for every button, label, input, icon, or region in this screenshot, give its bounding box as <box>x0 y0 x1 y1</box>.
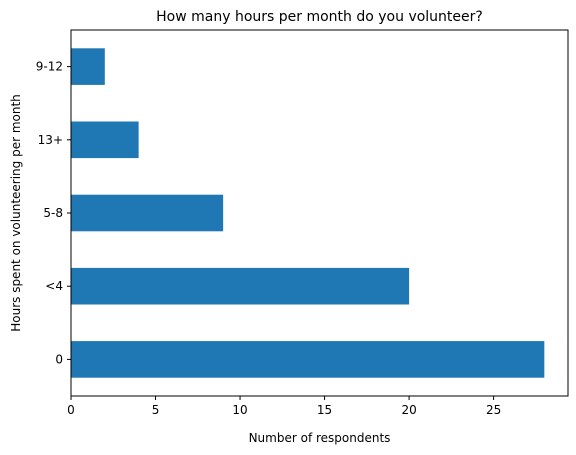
x-axis-ticks: 0 5 10 15 20 25 <box>67 396 501 417</box>
bar-<4 <box>71 267 410 305</box>
x-tick-label: 10 <box>232 403 247 417</box>
x-tick-label: 0 <box>67 403 75 417</box>
y-tick-label: 0 <box>55 352 63 366</box>
axes-frame <box>70 29 569 397</box>
bar-0 <box>71 341 545 378</box>
bar-5-8 <box>71 194 224 232</box>
y-tick-label: <4 <box>45 279 63 293</box>
y-tick-label: 5-8 <box>43 206 63 220</box>
bar-13+ <box>71 121 139 159</box>
chart-title: How many hours per month do you voluntee… <box>156 9 483 25</box>
y-tick-label: 13+ <box>38 133 63 147</box>
x-tick-label: 25 <box>486 403 501 417</box>
y-axis-ticks: 0 <4 5-8 13+ 9-12 <box>36 60 71 366</box>
x-axis-label: Number of respondents <box>249 431 391 445</box>
y-axis-label: Hours spent on volunteering per month <box>9 94 23 332</box>
y-tick-label: 9-12 <box>36 60 63 74</box>
x-tick-label: 5 <box>152 403 160 417</box>
bar-9-12 <box>71 48 105 85</box>
x-tick-label: 20 <box>401 403 416 417</box>
bars-group <box>71 48 545 378</box>
x-tick-label: 15 <box>317 403 332 417</box>
